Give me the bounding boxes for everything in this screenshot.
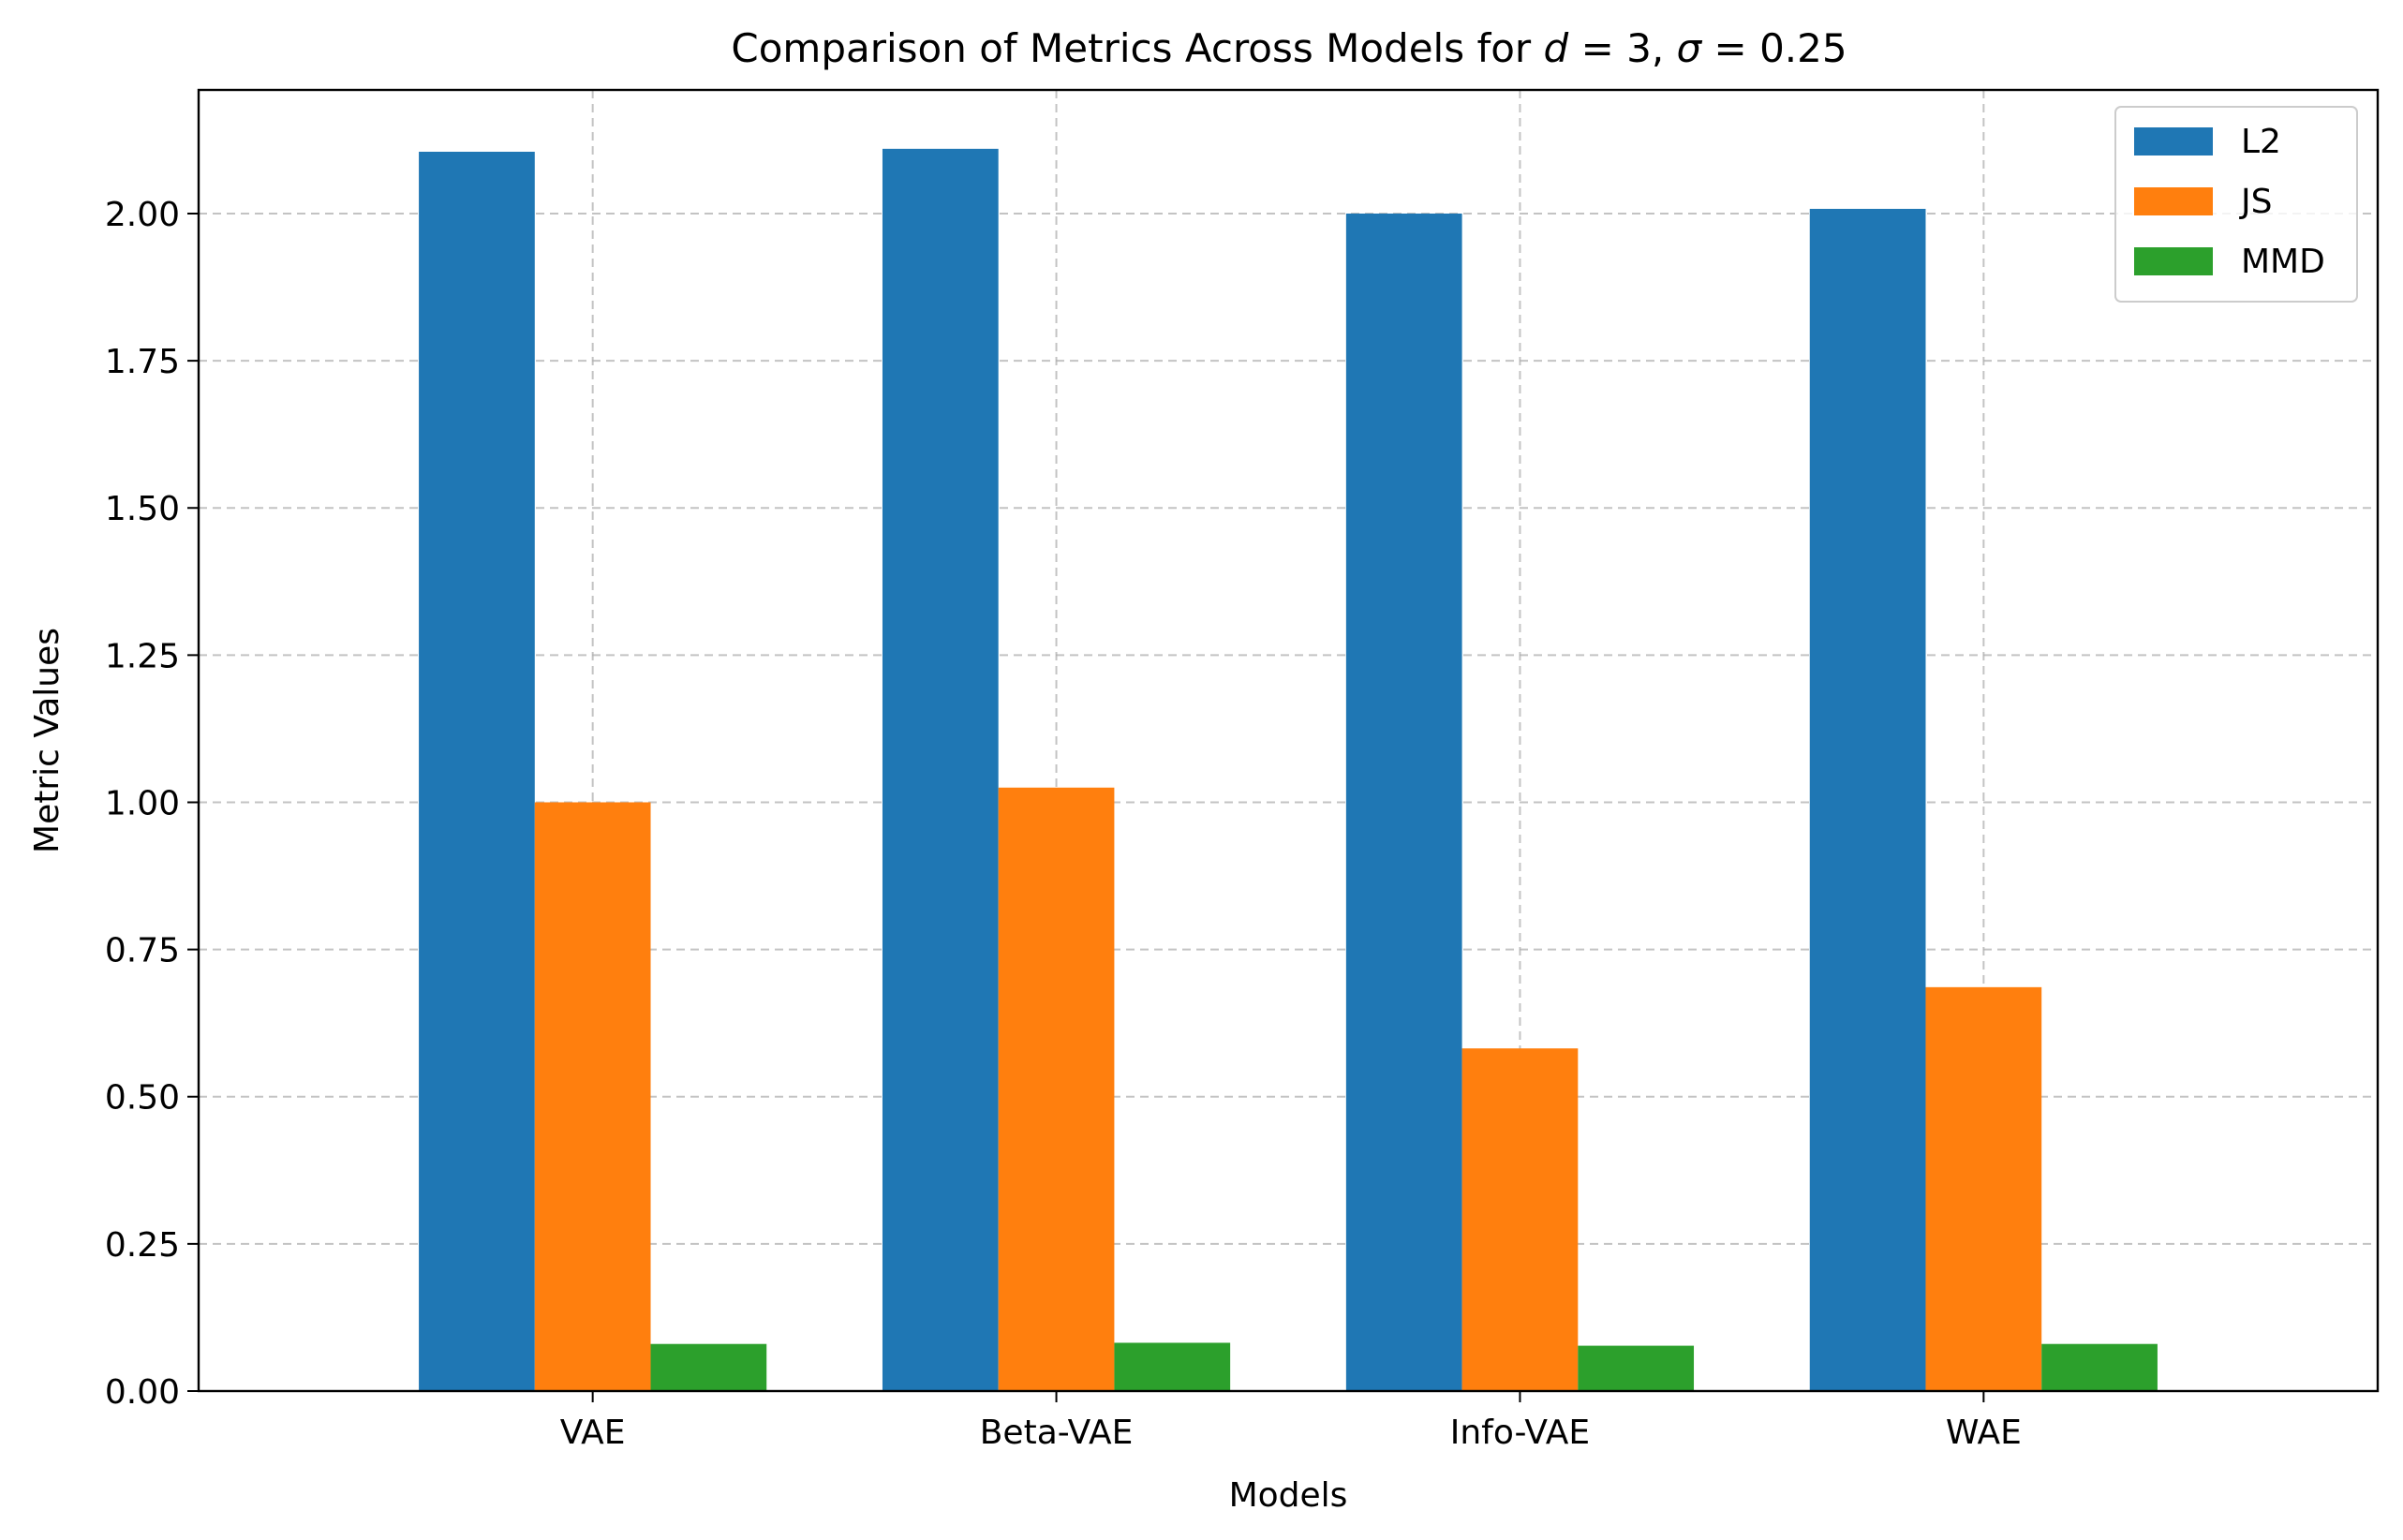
bar-js-info-vae <box>1461 1048 1579 1391</box>
y-axis: 0.00 0.25 0.50 0.75 1.00 1.25 1.50 1.75 2.00 <box>105 196 199 1412</box>
legend: L2 JS MMD <box>2114 106 2358 303</box>
bar-mmd-beta-vae <box>1114 1342 1231 1391</box>
bar-mmd-info-vae <box>1578 1345 1695 1391</box>
chart-title-var-sigma: σ <box>1677 25 1703 71</box>
y-tick-label: 1.75 <box>105 343 180 381</box>
bar-l2-beta-vae <box>882 148 999 1391</box>
y-axis-label: Metric Values <box>28 628 67 853</box>
y-tick-label: 0.75 <box>105 932 180 970</box>
y-tick-label: 1.00 <box>105 784 180 822</box>
legend-label-js: JS <box>2239 183 2272 221</box>
x-tick-label: Info-VAE <box>1450 1414 1590 1452</box>
x-tick-label: Beta-VAE <box>980 1414 1134 1452</box>
plot-area-frame <box>197 88 2380 1393</box>
bar-l2-wae <box>1809 208 1926 1391</box>
chart-title-var-d: d <box>1544 25 1569 71</box>
legend-swatch-l2 <box>2134 127 2213 155</box>
chart-title-eq-sigma: = 0.25 <box>1701 25 1847 71</box>
x-axis: VAE Beta-VAE Info-VAE WAE <box>560 1391 2022 1452</box>
x-tick-label: VAE <box>560 1414 626 1452</box>
legend-label-mmd: MMD <box>2241 243 2325 281</box>
legend-swatch-mmd <box>2134 247 2213 275</box>
y-tick-label: 1.50 <box>105 490 180 528</box>
x-axis-label: Models <box>1229 1476 1348 1515</box>
chart-title: Comparison of Metrics Across Models for … <box>731 25 1847 71</box>
y-tick-label: 0.25 <box>105 1226 180 1265</box>
chart-title-eq-d: = 3, <box>1568 25 1676 71</box>
bar-js-beta-vae <box>998 787 1115 1391</box>
bars <box>419 148 2158 1392</box>
bar-l2-vae <box>419 151 535 1392</box>
legend-swatch-js <box>2134 187 2213 215</box>
bar-mmd-vae <box>650 1343 767 1391</box>
x-tick-label: WAE <box>1946 1414 2022 1452</box>
bar-l2-info-vae <box>1345 213 1462 1391</box>
legend-label-l2: L2 <box>2241 123 2281 161</box>
y-tick-label: 0.50 <box>105 1079 180 1118</box>
bar-mmd-wae <box>2041 1343 2158 1391</box>
y-tick-label: 1.25 <box>105 637 180 675</box>
bar-js-wae <box>1925 986 2042 1391</box>
chart-title-prefix: Comparison of Metrics Across Models for <box>731 25 1543 71</box>
bar-js-vae <box>534 802 651 1391</box>
y-tick-label: 2.00 <box>105 196 180 234</box>
y-tick-label: 0.00 <box>105 1373 180 1412</box>
